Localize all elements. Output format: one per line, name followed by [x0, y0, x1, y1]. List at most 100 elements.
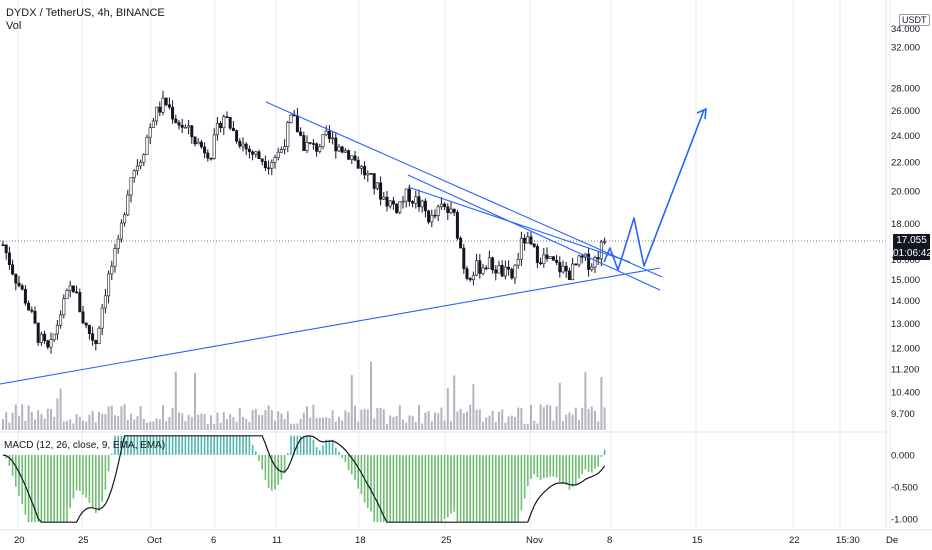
candle-body [81, 311, 85, 324]
candle-body [359, 166, 363, 169]
volume-bar [114, 415, 116, 430]
candle-body [331, 137, 335, 140]
volume-bar [590, 406, 593, 430]
volume-bar [600, 377, 603, 430]
volume-bar [558, 382, 561, 430]
candle-body [455, 212, 459, 239]
volume-bar [62, 421, 65, 430]
price-tick-label: 28.000 [891, 84, 920, 95]
candle-body [231, 127, 235, 131]
candle-body [94, 340, 98, 344]
candle-body [203, 146, 207, 154]
volume-bar [261, 415, 264, 430]
volume-bar [533, 420, 536, 430]
ascending-trendline [0, 267, 661, 385]
candle-body [286, 122, 290, 147]
volume-bar [584, 372, 587, 430]
volume-bar [325, 417, 328, 430]
volume-bar [293, 423, 296, 430]
candle-body [580, 255, 584, 258]
candle-body [347, 150, 351, 160]
volume-bar [254, 408, 257, 430]
volume-bar [34, 419, 36, 430]
volume-bar [53, 416, 56, 430]
candle-body [475, 260, 479, 276]
volume-bar [421, 423, 424, 430]
time-tick-label: 15:30 [836, 535, 860, 546]
projection-arrowhead [696, 107, 707, 120]
volume-bar [363, 408, 366, 430]
candle-body [369, 173, 373, 175]
volume-bar [56, 398, 59, 430]
volume-bar [562, 421, 564, 430]
price-axis[interactable]: 34.000 32.000 28.000 26.000 24.000 22.000 20.0… [891, 24, 920, 420]
candle-body [23, 288, 27, 304]
volume-bar [366, 409, 369, 430]
candle-body [395, 203, 399, 213]
volume-bar [597, 421, 600, 430]
candle-body [519, 237, 523, 260]
candle-body [299, 131, 303, 136]
volume-bar [510, 415, 513, 430]
volume-bar [258, 414, 260, 430]
time-axis[interactable]: 20 25 Oct 6 11 18 25 Nov 8 15 22 15:30 De [14, 535, 898, 546]
candle-body [43, 333, 47, 342]
candle-body [206, 152, 210, 159]
candle-body [535, 246, 539, 263]
time-tick-label: 25 [78, 535, 89, 546]
volume-bar [414, 422, 417, 430]
time-tick-label: 18 [355, 535, 366, 546]
volume-bar [43, 418, 46, 430]
volume-bar [517, 407, 520, 430]
volume-bar [251, 410, 254, 430]
candle-body [356, 159, 360, 169]
volume-bar [235, 421, 238, 430]
last-price-tag: 17.055 [893, 234, 930, 247]
candle-body [433, 214, 437, 217]
candle-body [308, 142, 312, 144]
volume-bar [402, 419, 404, 430]
candle-body [465, 268, 469, 279]
volume-bar [411, 415, 414, 430]
volume-bar [309, 417, 312, 430]
volume-bar [331, 410, 334, 430]
volume-bar [530, 404, 532, 430]
candle-body [190, 125, 194, 138]
price-tick-label: 22.000 [891, 158, 920, 169]
volume-bar [162, 405, 164, 430]
volume-bar [219, 422, 222, 430]
volume-bar [306, 406, 308, 430]
price-tick-label: 15.000 [891, 275, 920, 286]
candle-body [526, 236, 530, 244]
candle-body [507, 266, 511, 270]
volume-bar [373, 418, 376, 430]
volume-bar [501, 409, 504, 430]
candle-body [596, 257, 600, 260]
candle-body [311, 143, 315, 145]
volume-bar [232, 416, 235, 430]
volume-bar [574, 407, 577, 430]
candle-body [401, 200, 405, 203]
price-tick-label: 18.000 [891, 219, 920, 230]
currency-badge[interactable]: USDT [899, 14, 930, 26]
candle-body [302, 135, 306, 152]
macd-axis: 0.000 -0.500 -1.000 [891, 451, 918, 526]
macd-legend: MACD (12, 26, close, 9, EMA, EMA) [4, 440, 166, 451]
time-tick-label: 25 [441, 535, 452, 546]
volume-bar [571, 414, 574, 430]
volume-bar [443, 420, 446, 430]
candle-body [548, 256, 552, 259]
volume-bar [187, 415, 190, 430]
trendline-drawings[interactable] [0, 101, 707, 385]
volume-bar [222, 412, 225, 430]
candle-body [180, 124, 184, 128]
volume-bar [546, 404, 548, 430]
volume-bar [389, 415, 392, 430]
volume-bar [107, 406, 110, 430]
volume-bar [507, 416, 510, 430]
candle-body [129, 177, 133, 196]
candle-body [446, 206, 450, 214]
volume-bar [194, 372, 196, 430]
candle-body [148, 127, 152, 138]
